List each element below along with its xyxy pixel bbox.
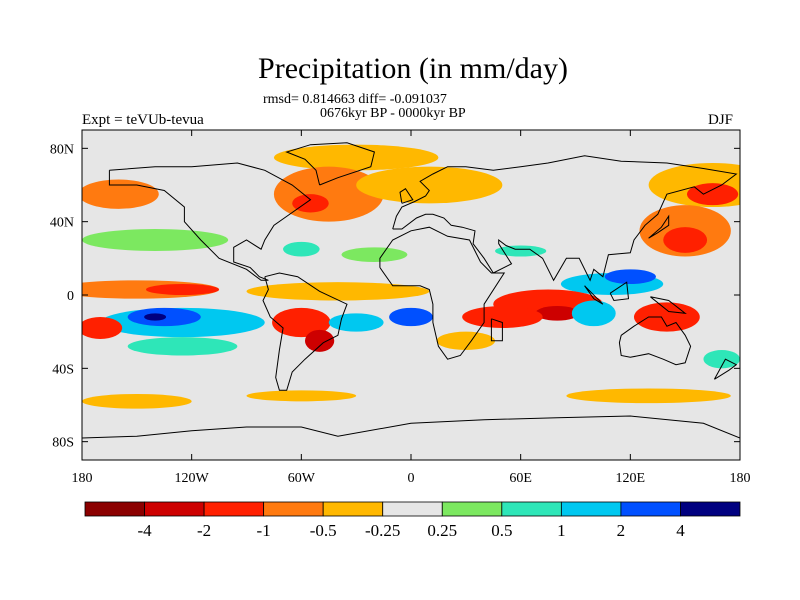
anomaly-region bbox=[604, 269, 656, 284]
colorbar-label: -1 bbox=[257, 521, 271, 540]
coastline bbox=[392, 155, 738, 282]
coastline bbox=[108, 162, 312, 281]
coastline bbox=[648, 214, 670, 239]
anomaly-region bbox=[127, 337, 238, 356]
anomaly-region bbox=[663, 227, 708, 253]
coastline bbox=[650, 296, 687, 314]
x-tick-label: 60W bbox=[288, 471, 316, 486]
coastline bbox=[285, 142, 375, 186]
coastline bbox=[713, 358, 738, 380]
y-tick-label: 40N bbox=[50, 216, 74, 231]
anomaly-fields bbox=[82, 144, 740, 409]
anomaly-region bbox=[82, 317, 123, 339]
anomaly-region bbox=[686, 183, 739, 206]
x-tick-label: 60E bbox=[509, 471, 532, 486]
anomaly-region bbox=[246, 390, 357, 402]
coastline bbox=[618, 316, 692, 366]
coastline bbox=[262, 272, 348, 391]
colorbar-label: -0.25 bbox=[365, 521, 400, 540]
colorbar-label: -0.5 bbox=[310, 521, 337, 540]
anomaly-region bbox=[82, 179, 159, 209]
y-tick-label: 80S bbox=[52, 436, 74, 451]
anomaly-region bbox=[356, 166, 503, 204]
colorbar-label: 0.5 bbox=[491, 521, 512, 540]
anomaly-region bbox=[82, 229, 229, 251]
y-tick-label: 40S bbox=[52, 362, 74, 377]
anomaly-region bbox=[535, 306, 580, 321]
coastline bbox=[584, 285, 604, 305]
colorbar-label: 1 bbox=[557, 521, 566, 540]
anomaly-region bbox=[495, 245, 547, 257]
x-tick-label: 120W bbox=[175, 471, 210, 486]
colorbar-swatch bbox=[84, 501, 145, 517]
coastline bbox=[490, 318, 503, 342]
colorbar-swatch bbox=[322, 501, 384, 517]
colorbar-swatch bbox=[263, 501, 324, 517]
y-tick-label: 0 bbox=[67, 289, 74, 304]
anomaly-region bbox=[246, 282, 430, 301]
anomaly-region bbox=[389, 307, 433, 327]
period-line: 0676kyr BP - 0000kyr BP bbox=[320, 106, 466, 121]
y-tick-label: 80N bbox=[50, 142, 74, 157]
anomaly-region bbox=[272, 307, 331, 338]
x-tick-label: 180 bbox=[72, 471, 93, 486]
anomaly-region bbox=[144, 313, 167, 321]
colorbar-label: 4 bbox=[676, 521, 685, 540]
map-panel: 180 120W 60W 0 60E 120E 180 80N 40N 0 40S 80S bbox=[50, 129, 751, 486]
anomaly-region bbox=[566, 388, 731, 404]
colorbar-label: 0.25 bbox=[427, 521, 457, 540]
anomaly-region bbox=[328, 313, 384, 332]
anomaly-region bbox=[283, 241, 320, 257]
coastline bbox=[609, 281, 630, 302]
x-tick-label: 0 bbox=[408, 471, 415, 486]
coastline bbox=[379, 226, 506, 360]
colorbar-swatch bbox=[441, 501, 503, 517]
colorbar-swatch bbox=[620, 501, 681, 517]
experiment-label: Expt = teVUb-tevua bbox=[82, 112, 204, 128]
anomaly-region bbox=[571, 300, 616, 327]
colorbar-swatch bbox=[560, 501, 622, 517]
anomaly-region bbox=[341, 247, 408, 262]
anomaly-region bbox=[82, 394, 192, 409]
anomaly-region bbox=[292, 194, 329, 213]
anomaly-region bbox=[304, 329, 335, 352]
x-tick-label: 120E bbox=[616, 471, 646, 486]
colorbar-swatch bbox=[382, 501, 443, 517]
colorbar: -4 -2 -1 -0.5 -0.25 0.25 0.5 1 2 4 bbox=[84, 501, 741, 540]
colorbar-label: -4 bbox=[137, 521, 152, 540]
coastline bbox=[399, 188, 414, 204]
anomaly-region bbox=[633, 302, 700, 332]
anomaly-region bbox=[462, 306, 543, 328]
colorbar-label: 2 bbox=[617, 521, 626, 540]
anomaly-region bbox=[145, 284, 220, 295]
colorbar-swatch bbox=[680, 501, 741, 517]
coastlines bbox=[82, 142, 740, 439]
stats-line: rmsd= 0.814663 diff= -0.091037 bbox=[263, 92, 447, 107]
anomaly-region bbox=[436, 331, 496, 351]
season-label: DJF bbox=[708, 112, 734, 128]
coastline bbox=[82, 415, 740, 439]
colorbar-swatch bbox=[144, 501, 205, 517]
colorbar-label: -2 bbox=[197, 521, 211, 540]
anomaly-region bbox=[703, 350, 740, 369]
colorbar-swatch bbox=[501, 501, 562, 517]
chart-title: Precipitation (in mm/day) bbox=[258, 52, 568, 85]
x-tick-label: 180 bbox=[730, 471, 751, 486]
colorbar-swatch bbox=[203, 501, 265, 517]
anomaly-region bbox=[273, 144, 439, 171]
